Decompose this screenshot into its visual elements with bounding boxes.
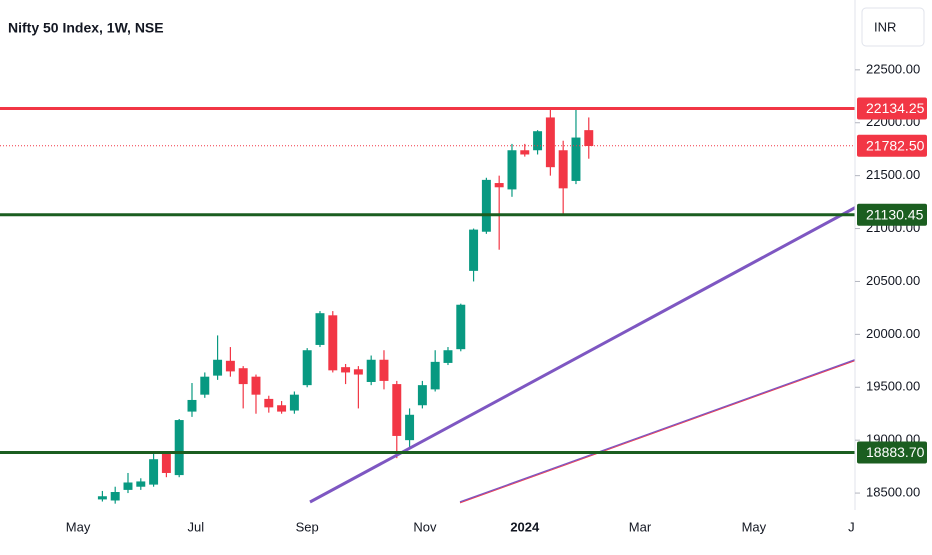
candle-body bbox=[289, 394, 299, 411]
x-tick-label: May bbox=[66, 519, 91, 534]
candle-body bbox=[174, 420, 184, 476]
trend-line bbox=[459, 358, 861, 504]
candle-body bbox=[225, 360, 235, 372]
candle-body bbox=[571, 137, 581, 181]
chart-title: Nifty 50 Index, 1W, NSE bbox=[8, 20, 164, 36]
candle-body bbox=[110, 492, 120, 501]
candle-body bbox=[277, 405, 287, 412]
candle-body bbox=[469, 229, 479, 271]
candle-body bbox=[200, 376, 210, 395]
candle-body bbox=[507, 150, 517, 190]
candle-body bbox=[443, 350, 453, 363]
y-tick-label: 21500.00 bbox=[866, 167, 920, 182]
y-tick-label: 18500.00 bbox=[866, 485, 920, 500]
price-tag-label: 22134.25 bbox=[866, 100, 925, 116]
x-tick-label: Mar bbox=[629, 519, 652, 534]
y-tick-label: 20500.00 bbox=[866, 273, 920, 288]
candle-body bbox=[545, 117, 555, 168]
candle-body bbox=[481, 179, 491, 232]
candle-body bbox=[417, 385, 427, 406]
candle-body bbox=[584, 130, 594, 147]
x-tick-label: Jul bbox=[188, 519, 205, 534]
currency[interactable]: INR bbox=[874, 19, 896, 34]
price-tags: 22134.25 21782.50 21130.45 18883.70 bbox=[857, 97, 927, 464]
price-tag bbox=[857, 441, 927, 464]
candle-body bbox=[213, 359, 223, 376]
candle-body bbox=[136, 481, 146, 487]
price-tag-label: 18883.70 bbox=[866, 444, 925, 460]
candle-body bbox=[533, 131, 543, 151]
currency-button[interactable] bbox=[861, 7, 925, 47]
candle-body bbox=[558, 150, 568, 189]
candle-body bbox=[123, 482, 133, 490]
candle-body bbox=[251, 376, 261, 395]
candle-body bbox=[302, 350, 312, 386]
candle-body bbox=[405, 414, 415, 441]
candle-body bbox=[161, 453, 171, 473]
y-tick-label: 20000.00 bbox=[866, 326, 920, 341]
candle-body bbox=[238, 368, 248, 385]
candle-body bbox=[187, 399, 197, 412]
candle-body bbox=[379, 359, 389, 381]
price-tag bbox=[857, 134, 927, 157]
candle-body bbox=[328, 315, 338, 371]
y-tick-label: 22500.00 bbox=[866, 61, 920, 76]
y-tick-label: 19500.00 bbox=[866, 379, 920, 394]
x-tick-label: May bbox=[742, 519, 767, 534]
candle-body bbox=[149, 459, 159, 485]
x-tick-label: Sep bbox=[296, 519, 319, 534]
candle-body bbox=[366, 359, 376, 382]
candle-body bbox=[315, 313, 325, 345]
trend-line bbox=[459, 357, 861, 503]
candle-body bbox=[392, 384, 402, 436]
price-tag bbox=[857, 97, 927, 120]
candle-body bbox=[264, 398, 274, 408]
candle-body bbox=[494, 183, 504, 188]
price-tag-label: 21130.45 bbox=[866, 206, 924, 222]
candle-body bbox=[430, 361, 440, 390]
candle-body bbox=[456, 304, 466, 350]
levels bbox=[0, 107, 855, 454]
price-tag bbox=[857, 203, 927, 226]
candle-body bbox=[520, 150, 530, 155]
candle-body bbox=[97, 496, 107, 500]
x-tick-label: Nov bbox=[413, 519, 437, 534]
candle-body bbox=[341, 367, 351, 373]
price-tag-label: 21782.50 bbox=[866, 137, 925, 153]
x-tick-label: 2024 bbox=[510, 519, 540, 534]
candle-body bbox=[353, 369, 363, 375]
